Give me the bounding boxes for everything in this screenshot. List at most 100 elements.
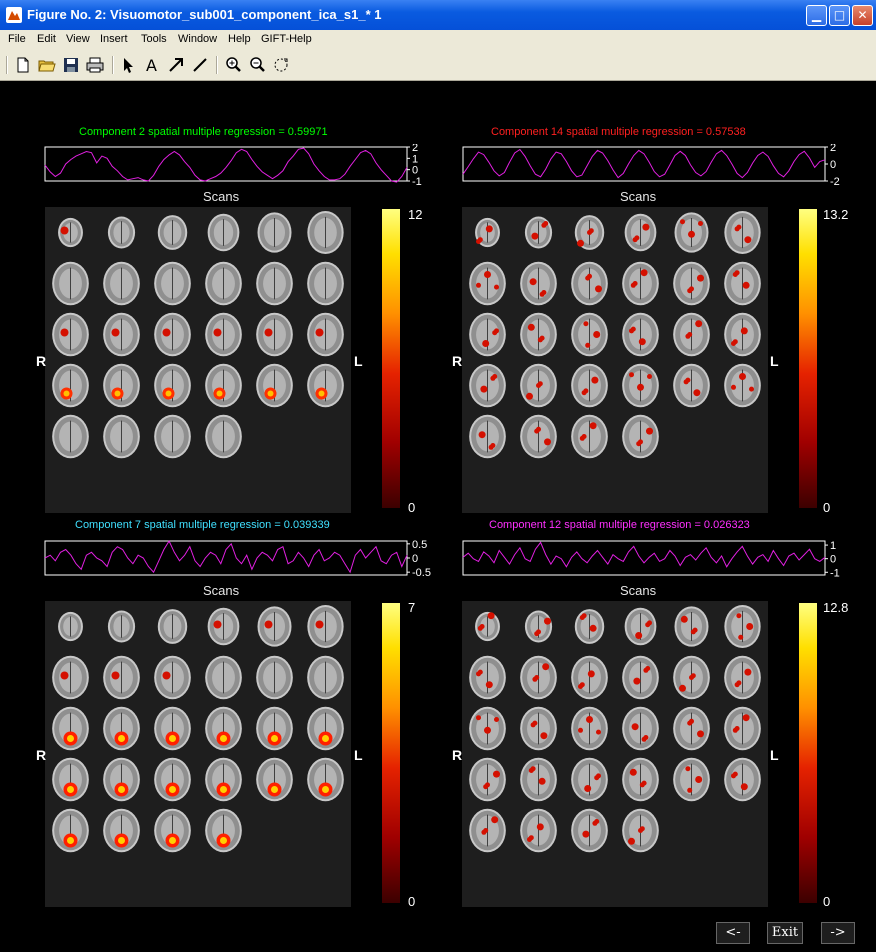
slice-cell [462, 462, 513, 513]
menu-file[interactable]: File [8, 33, 26, 45]
print-icon[interactable] [85, 55, 105, 75]
save-icon[interactable] [61, 55, 81, 75]
activation-peak [67, 735, 74, 742]
activation-blob [587, 230, 592, 235]
activation-blob [213, 328, 222, 337]
activation-blob [480, 385, 488, 393]
activation-blob [638, 828, 643, 833]
activation-blob [579, 435, 585, 441]
insert-arrow-icon[interactable] [166, 55, 186, 75]
timecourse-line [44, 539, 408, 574]
menu-help[interactable]: Help [228, 33, 251, 45]
minimize-button[interactable]: ▁ [806, 5, 827, 26]
y-tick-label: 0 [412, 165, 418, 177]
activation-blob [488, 444, 494, 450]
activation-blob [630, 282, 636, 288]
slice-cell [249, 856, 300, 907]
activation-blob [494, 284, 499, 290]
activation-blob [583, 321, 589, 327]
slice-cell [717, 805, 768, 856]
left-hemisphere-label: L [770, 353, 779, 369]
activation-blob [642, 223, 650, 231]
colorbar-min-label: 0 [823, 500, 831, 515]
slice-cell [198, 462, 249, 513]
y-tick-label: 1 [830, 540, 836, 552]
activation-blob [477, 625, 483, 631]
activation-blob [536, 823, 544, 831]
y-tick-label: 0 [830, 159, 836, 171]
activation-blob [528, 768, 534, 773]
activation-blob [529, 278, 537, 286]
select-arrow-icon[interactable] [118, 55, 138, 75]
activation-blob [315, 620, 324, 629]
brain-slice-montage [462, 601, 768, 907]
title-bar[interactable]: Figure No. 2: Visuomotor_sub001_componen… [0, 0, 876, 31]
rotate-icon[interactable] [271, 55, 291, 75]
new-figure-icon[interactable] [13, 55, 33, 75]
activation-blob [643, 667, 649, 673]
slice-cell [300, 462, 351, 513]
slice-cell [300, 411, 351, 462]
activation-peak [271, 786, 278, 793]
insert-line-icon[interactable] [190, 55, 210, 75]
activation-blob [628, 837, 635, 845]
slice-cell [564, 856, 615, 907]
activation-blob [530, 722, 536, 728]
activation-peak [220, 786, 227, 793]
maximize-button[interactable]: □ [829, 5, 850, 26]
slice-cell [717, 462, 768, 513]
y-tick-label: -0.5 [412, 567, 431, 579]
activation-blob [484, 726, 491, 734]
activation-peak [220, 735, 227, 742]
activation-blob [679, 684, 686, 692]
activation-blob [736, 613, 742, 619]
menu-edit[interactable]: Edit [37, 33, 56, 45]
activation-peak [67, 786, 74, 793]
activation-blob [744, 668, 752, 676]
timecourse-plot: 1 0-1 [462, 540, 840, 579]
activation-blob [732, 272, 738, 277]
open-icon[interactable] [37, 55, 57, 75]
activation-blob [732, 727, 738, 733]
activation-blob [746, 623, 754, 630]
activation-blob [680, 615, 688, 623]
menu-window[interactable]: Window [178, 33, 218, 45]
previous-button[interactable]: <- [716, 922, 750, 944]
slice-cell [615, 856, 666, 907]
menu-insert[interactable]: Insert [100, 33, 128, 45]
activation-blob [629, 372, 634, 378]
activation-blob [690, 629, 696, 635]
colorbar-max-label: 12.8 [823, 600, 849, 615]
activation-blob [111, 328, 120, 337]
activation-blob [587, 670, 595, 678]
activation-blob [540, 732, 548, 740]
activation-blob [476, 239, 481, 244]
activation-blob [536, 383, 541, 388]
activation-blob [538, 777, 546, 785]
zoom-out-icon[interactable] [247, 55, 267, 75]
activation-blob [697, 730, 704, 738]
activation-peak [118, 837, 125, 844]
close-button[interactable]: ✕ [852, 5, 873, 26]
activation-blob [589, 422, 597, 430]
slice-cell [300, 856, 351, 907]
menu-gift-help[interactable]: GIFT-Help [261, 33, 312, 45]
timecourse-axes [44, 540, 408, 576]
colorbar-min-label: 0 [408, 894, 416, 909]
slice-cell [666, 856, 717, 907]
timecourse-plot: 0.5 0 -0.5 [44, 539, 431, 579]
activation-peak [169, 786, 176, 793]
right-hemisphere-label: R [36, 747, 47, 763]
figure-canvas: Component 2 spatial multiple regression … [3, 81, 873, 949]
menu-view[interactable]: View [66, 33, 90, 45]
next-button[interactable]: -> [821, 922, 855, 944]
activation-blob [490, 375, 496, 381]
activation-blob [527, 323, 535, 331]
zoom-in-icon[interactable] [223, 55, 243, 75]
activation-blob [687, 787, 693, 793]
insert-text-icon[interactable]: A [142, 55, 162, 75]
slice-cell [96, 856, 147, 907]
activation-blob [60, 226, 69, 235]
exit-button[interactable]: Exit [767, 922, 803, 944]
menu-tools[interactable]: Tools [141, 33, 167, 45]
